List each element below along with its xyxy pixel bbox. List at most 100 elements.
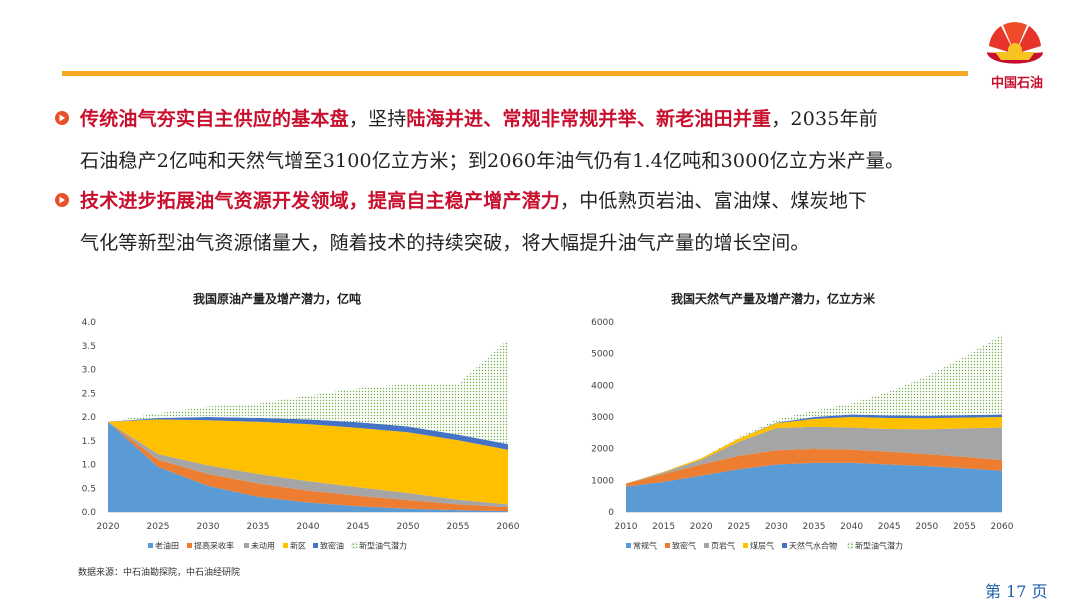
x-tick-label: 2055 [447,522,470,532]
area-series-3 [626,417,1002,484]
x-tick-label: 2035 [803,522,826,532]
legend-swatch [743,543,748,548]
x-tick-label: 2020 [97,522,120,532]
legend-swatch [244,543,249,548]
page-number: 第 17 页 [985,582,1048,601]
bullet-text-segment: 技术进步拓展油气资源开发领域，提高自主稳产增产潜力 [80,190,561,212]
legend-label: 老油田 [155,541,179,551]
y-tick-label: 1000 [591,476,614,486]
bullet-1-line-1: 传统油气夯实自主供应的基本盘，坚持陆海并进、常规非常规并举、新老油田并重，203… [80,104,878,131]
legend-label: 煤层气 [750,541,774,551]
area-series-4 [108,417,508,450]
x-tick-label: 2045 [878,522,901,532]
legend-label: 新型油气潜力 [359,541,407,551]
legend-swatch [313,543,318,548]
area-series-1 [626,449,1002,487]
area-series-5 [626,334,1002,484]
y-tick-label: 2.0 [82,413,97,423]
legend-swatch [148,543,153,548]
legend-swatch [626,543,631,548]
x-tick-label: 2035 [247,522,270,532]
legend-label: 新区 [290,541,306,551]
y-tick-label: 2000 [591,445,614,455]
area-series-3 [108,419,508,505]
y-tick-label: 2.5 [82,389,96,399]
legend-item: 新型油气潜力 [847,541,903,551]
y-tick-label: 4.0 [82,318,97,328]
header-divider [62,71,968,76]
area-series-1 [108,421,508,512]
legend-swatch [782,543,787,548]
y-tick-label: 3.5 [82,342,96,352]
legend-item: 新型油气潜力 [351,541,407,551]
x-tick-label: 2010 [615,522,638,532]
y-tick-label: 3.0 [82,366,97,376]
y-tick-label: 3000 [591,413,614,423]
legend-item: 致密气 [665,541,696,551]
legend-item: 致密油 [313,541,344,551]
legend-item: 常规气 [626,541,657,551]
bullet-text-segment: ，中低熟页岩油、富油煤、煤炭地下 [560,190,868,212]
bullet-icon [55,193,69,207]
area-series-2 [626,426,1002,484]
y-tick-label: 0.0 [82,508,97,518]
y-tick-label: 1.5 [82,437,96,447]
x-tick-label: 2060 [497,522,520,532]
legend-swatch [187,543,192,548]
legend-swatch [283,543,288,548]
area-series-0 [626,462,1002,512]
bullet-icon [55,111,69,125]
x-tick-label: 2025 [147,522,170,532]
oil-chart-title: 我国原油产量及增产潜力，亿吨 [193,292,362,306]
oil-production-chart: 0.0 0.5 1.0 1.5 2.0 2.5 3.0 3.5 4.0 2020 2025 2030 2… [82,318,520,551]
x-tick-label: 2055 [953,522,976,532]
legend-item: 未动用 [244,541,275,551]
bullet-text-segment: 传统油气夯实自主供应的基本盘 [80,108,349,130]
bullet-2-line-2: 气化等新型油气资源储量大，随着技术的持续突破，将大幅提升油气产量的增长空间。 [80,232,810,254]
area-series-2 [108,421,508,508]
x-tick-label: 2040 [840,522,863,532]
x-tick-label: 2030 [197,522,220,532]
bullet-text-segment: ，坚持 [348,108,407,130]
legend-label: 常规气 [633,541,657,551]
legend-swatch [704,543,709,548]
data-source-note: 数据来源：中石油勘探院，中石油经研院 [78,568,241,578]
legend-swatch [665,543,670,548]
legend-label: 致密气 [672,541,696,551]
legend-swatch [847,542,854,549]
legend-item: 煤层气 [743,541,774,551]
legend-label: 新型油气潜力 [855,541,903,551]
legend-item: 老油田 [148,541,179,551]
bullet-2-line-1: 技术进步拓展油气资源开发领域，提高自主稳产增产潜力，中低熟页岩油、富油煤、煤炭地… [80,186,867,213]
bullet-text-segment: 陆海并进、常规非常规并举、新老油田并重 [406,108,772,130]
logo-text: 中国石油 [990,76,1043,91]
legend-label: 天然气水合物 [789,541,837,551]
y-tick-label: 1.0 [82,461,97,471]
bullet-text-segment: ，2035年前 [771,108,878,130]
x-tick-label: 2060 [991,522,1014,532]
y-tick-label: 0 [608,508,614,518]
x-tick-label: 2025 [727,522,750,532]
legend-label: 提高采收率 [194,541,234,551]
x-tick-label: 2015 [652,522,675,532]
legend-item: 天然气水合物 [782,541,837,551]
x-tick-label: 2040 [297,522,320,532]
area-series-5 [108,339,508,445]
legend-label: 页岩气 [711,541,735,551]
legend-item: 新区 [283,541,306,551]
y-tick-label: 4000 [591,381,614,391]
area-series-0 [108,421,508,512]
legend-label: 致密油 [320,541,344,551]
legend-item: 提高采收率 [187,541,234,551]
legend-swatch [351,542,358,549]
cnpc-logo [987,22,1043,64]
x-tick-label: 2050 [397,522,420,532]
y-tick-label: 6000 [591,318,614,328]
gas-chart-title: 我国天然气产量及增产潜力，亿立方米 [671,292,876,306]
bullet-1-line-2: 石油稳产2亿吨和天然气增至3100亿立方米；到2060年油气仍有1.4亿吨和30… [80,150,905,172]
legend-item: 页岩气 [704,541,735,551]
x-tick-label: 2045 [347,522,370,532]
x-tick-label: 2020 [690,522,713,532]
gas-production-chart: 0 1000 2000 3000 4000 5000 6000 2010 2015 2020 202… [591,318,1014,551]
y-tick-label: 5000 [591,350,614,360]
